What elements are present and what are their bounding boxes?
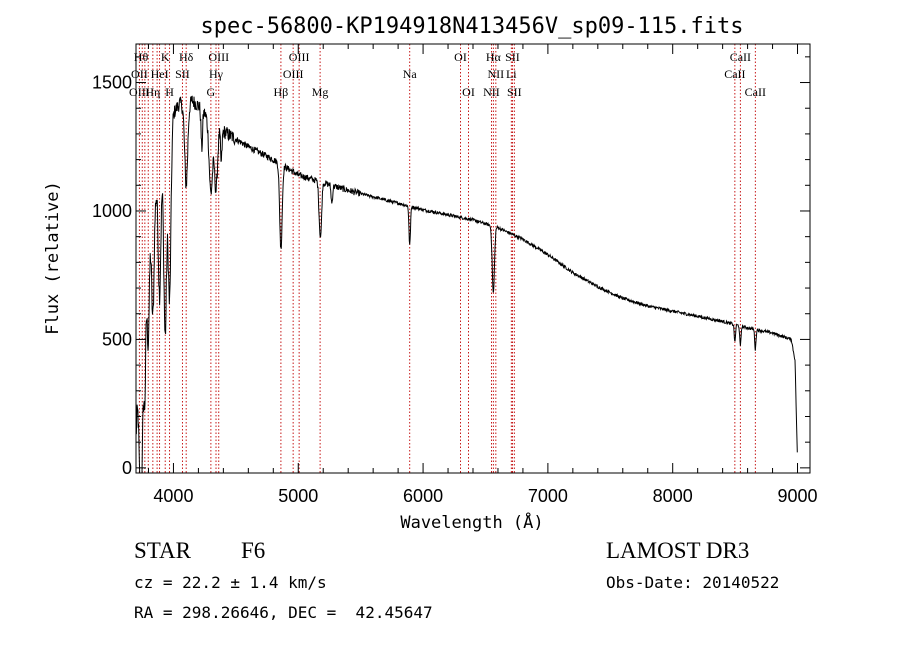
line-annotation: OI <box>454 50 467 64</box>
line-annotation: SII <box>507 85 522 99</box>
line-annotation: CaII <box>745 85 766 99</box>
object-class: STAR <box>134 538 191 563</box>
x-tick-label: 5000 <box>278 486 318 506</box>
survey-name: LAMOST DR3 <box>606 538 750 563</box>
line-annotation: CaII <box>730 50 751 64</box>
obs-date: Obs-Date: 20140522 <box>606 573 780 592</box>
x-tick-label: 4000 <box>153 486 193 506</box>
y-tick-label: 1500 <box>92 73 132 93</box>
redshift-readout: cz = 22.2 ± 1.4 km/s <box>134 573 327 592</box>
spectrum-line <box>135 95 798 474</box>
y-axis-label: Flux (relative) <box>43 181 63 335</box>
y-tick-label: 1000 <box>92 201 132 221</box>
line-annotation: OIII <box>129 85 150 99</box>
x-tick-label: 6000 <box>403 486 443 506</box>
line-annotation: HeI <box>151 67 169 81</box>
line-annotation: OI <box>462 85 475 99</box>
plot-frame <box>135 43 811 474</box>
chart-title: spec-56800-KP194918N413456V_sp09-115.fit… <box>200 14 743 39</box>
x-tick-label: 7000 <box>528 486 568 506</box>
x-tick-label: 8000 <box>653 486 693 506</box>
line-annotation: OIII <box>283 67 304 81</box>
line-annotation: Hβ <box>274 85 289 99</box>
line-markers <box>138 44 756 473</box>
line-annotation: Hα <box>486 50 502 64</box>
line-annotation: SII <box>505 50 520 64</box>
line-annotation: SII <box>175 67 190 81</box>
line-annotation: NII <box>483 85 500 99</box>
coordinates: RA = 298.26646, DEC = 42.45647 <box>134 603 433 622</box>
line-annotation: Hθ <box>134 50 149 64</box>
line-annotation: K <box>161 50 170 64</box>
tick-labels: 4000 5000 6000 7000 8000 9000 0 500 1000 1500 <box>92 73 818 506</box>
x-tick-label: 9000 <box>777 486 817 506</box>
line-annotation: OII <box>131 67 148 81</box>
line-annotation: OIII <box>289 50 310 64</box>
y-tick-label: 0 <box>122 458 132 478</box>
line-annotation: Li <box>506 67 517 81</box>
line-annotation: H <box>165 85 174 99</box>
line-annotation: OIII <box>208 50 229 64</box>
x-axis-label: Wavelength (Å) <box>400 511 543 533</box>
line-annotation: Hγ <box>209 67 224 81</box>
line-annotation: Hδ <box>179 50 194 64</box>
spectral-subclass: F6 <box>241 538 266 563</box>
line-annotation: Mg <box>312 85 329 99</box>
line-annotation: Na <box>403 67 418 81</box>
axis-ticks <box>136 44 810 473</box>
line-annotation: Hη <box>145 85 160 99</box>
line-annotation: CaII <box>724 67 745 81</box>
line-annotation: NII <box>488 67 505 81</box>
y-tick-label: 500 <box>102 329 132 349</box>
line-annotation: G <box>207 85 216 99</box>
